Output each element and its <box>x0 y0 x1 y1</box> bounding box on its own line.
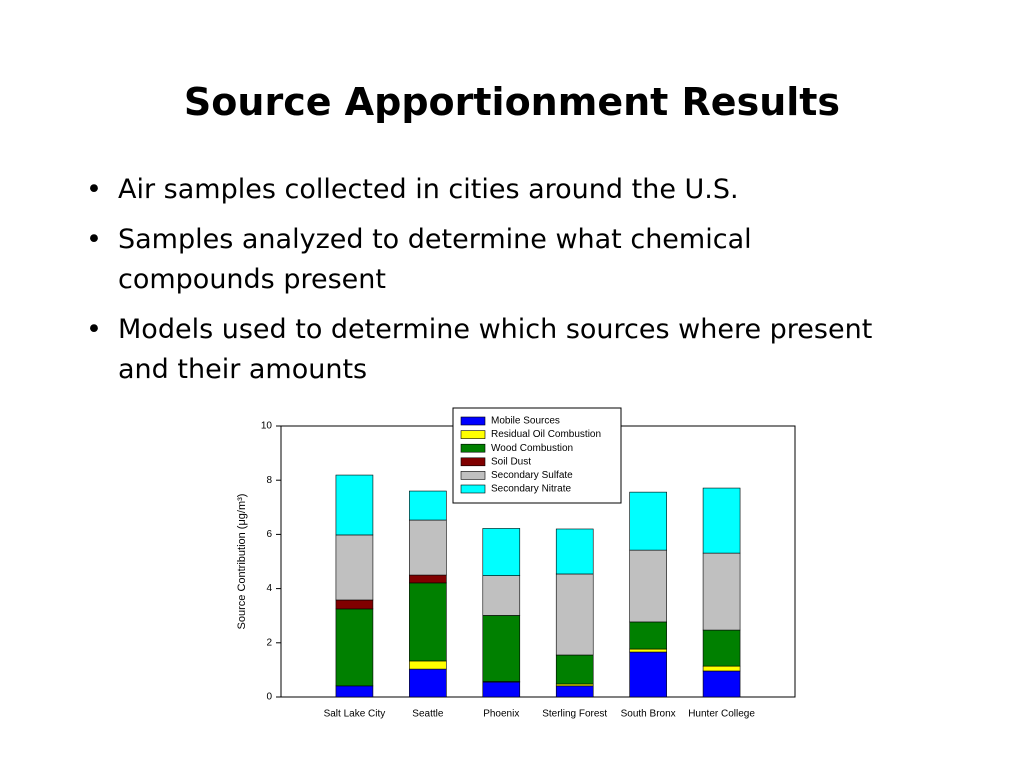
legend-label: Mobile Sources <box>491 416 560 427</box>
bar-segment <box>409 668 447 698</box>
bar-segment <box>482 528 521 576</box>
legend-swatch <box>460 430 486 439</box>
x-tick-label: Phoenix <box>483 709 519 720</box>
y-tick-label: 4 <box>266 583 272 594</box>
legend-swatch <box>460 443 486 453</box>
bar-segment <box>702 670 741 698</box>
x-tick-label: Salt Lake City <box>324 709 386 720</box>
bar-segment <box>409 660 447 670</box>
bar-segment <box>335 474 374 536</box>
bar-segment <box>629 651 667 698</box>
legend-swatch <box>460 457 486 467</box>
bar-segment <box>409 582 447 662</box>
bullet-list: Air samples collected in cities around t… <box>80 170 880 400</box>
y-tick-label: 8 <box>266 475 272 486</box>
legend-swatch <box>460 484 486 494</box>
bar-segment <box>629 549 667 623</box>
bar-segment <box>335 534 374 601</box>
bar-segment <box>409 574 447 584</box>
slide-title: Source Apportionment Results <box>183 80 841 124</box>
bar-segment <box>409 519 447 576</box>
legend-label: Residual Oil Combustion <box>491 429 601 440</box>
x-tick-label: Sterling Forest <box>542 709 607 720</box>
bar-segment <box>702 487 741 554</box>
x-tick-label: Hunter College <box>688 709 755 720</box>
y-tick-label: 0 <box>266 692 272 703</box>
bar-segment <box>555 573 594 656</box>
bar-segment <box>629 491 667 551</box>
bullet: Models used to determine which sources w… <box>80 310 880 390</box>
bar-segment <box>482 681 521 698</box>
bar-segment <box>482 575 521 616</box>
bar-segment <box>629 648 667 653</box>
bar-segment <box>482 615 521 682</box>
legend-label: Soil Dust <box>491 456 531 467</box>
bar-segment <box>555 685 594 698</box>
legend-label: Secondary Sulfate <box>491 470 573 481</box>
legend-swatch <box>460 471 486 480</box>
bar-segment <box>555 528 594 575</box>
x-tick-label: Seattle <box>412 709 444 720</box>
bar-segment <box>629 621 667 650</box>
bar-segment <box>335 599 374 610</box>
bar-segment <box>702 629 741 667</box>
bar-segment <box>409 490 447 521</box>
bullet: Samples analyzed to determine what chemi… <box>80 220 880 300</box>
legend-label: Wood Combustion <box>491 443 573 454</box>
y-tick-label: 2 <box>266 637 272 648</box>
legend-swatch <box>460 416 486 426</box>
bar-segment <box>555 654 594 685</box>
bar-segment <box>702 552 741 631</box>
y-tick-label: 10 <box>261 421 273 432</box>
x-tick-label: South Bronx <box>621 709 676 720</box>
bar-segment <box>335 685 374 698</box>
y-tick-label: 6 <box>266 529 272 540</box>
bullet: Air samples collected in cities around t… <box>80 170 880 210</box>
bar-segment <box>335 608 374 687</box>
y-axis-label: Source Contribution (μg/m³) <box>236 494 248 630</box>
bar-segment <box>702 665 741 672</box>
legend-label: Secondary Nitrate <box>491 484 571 495</box>
